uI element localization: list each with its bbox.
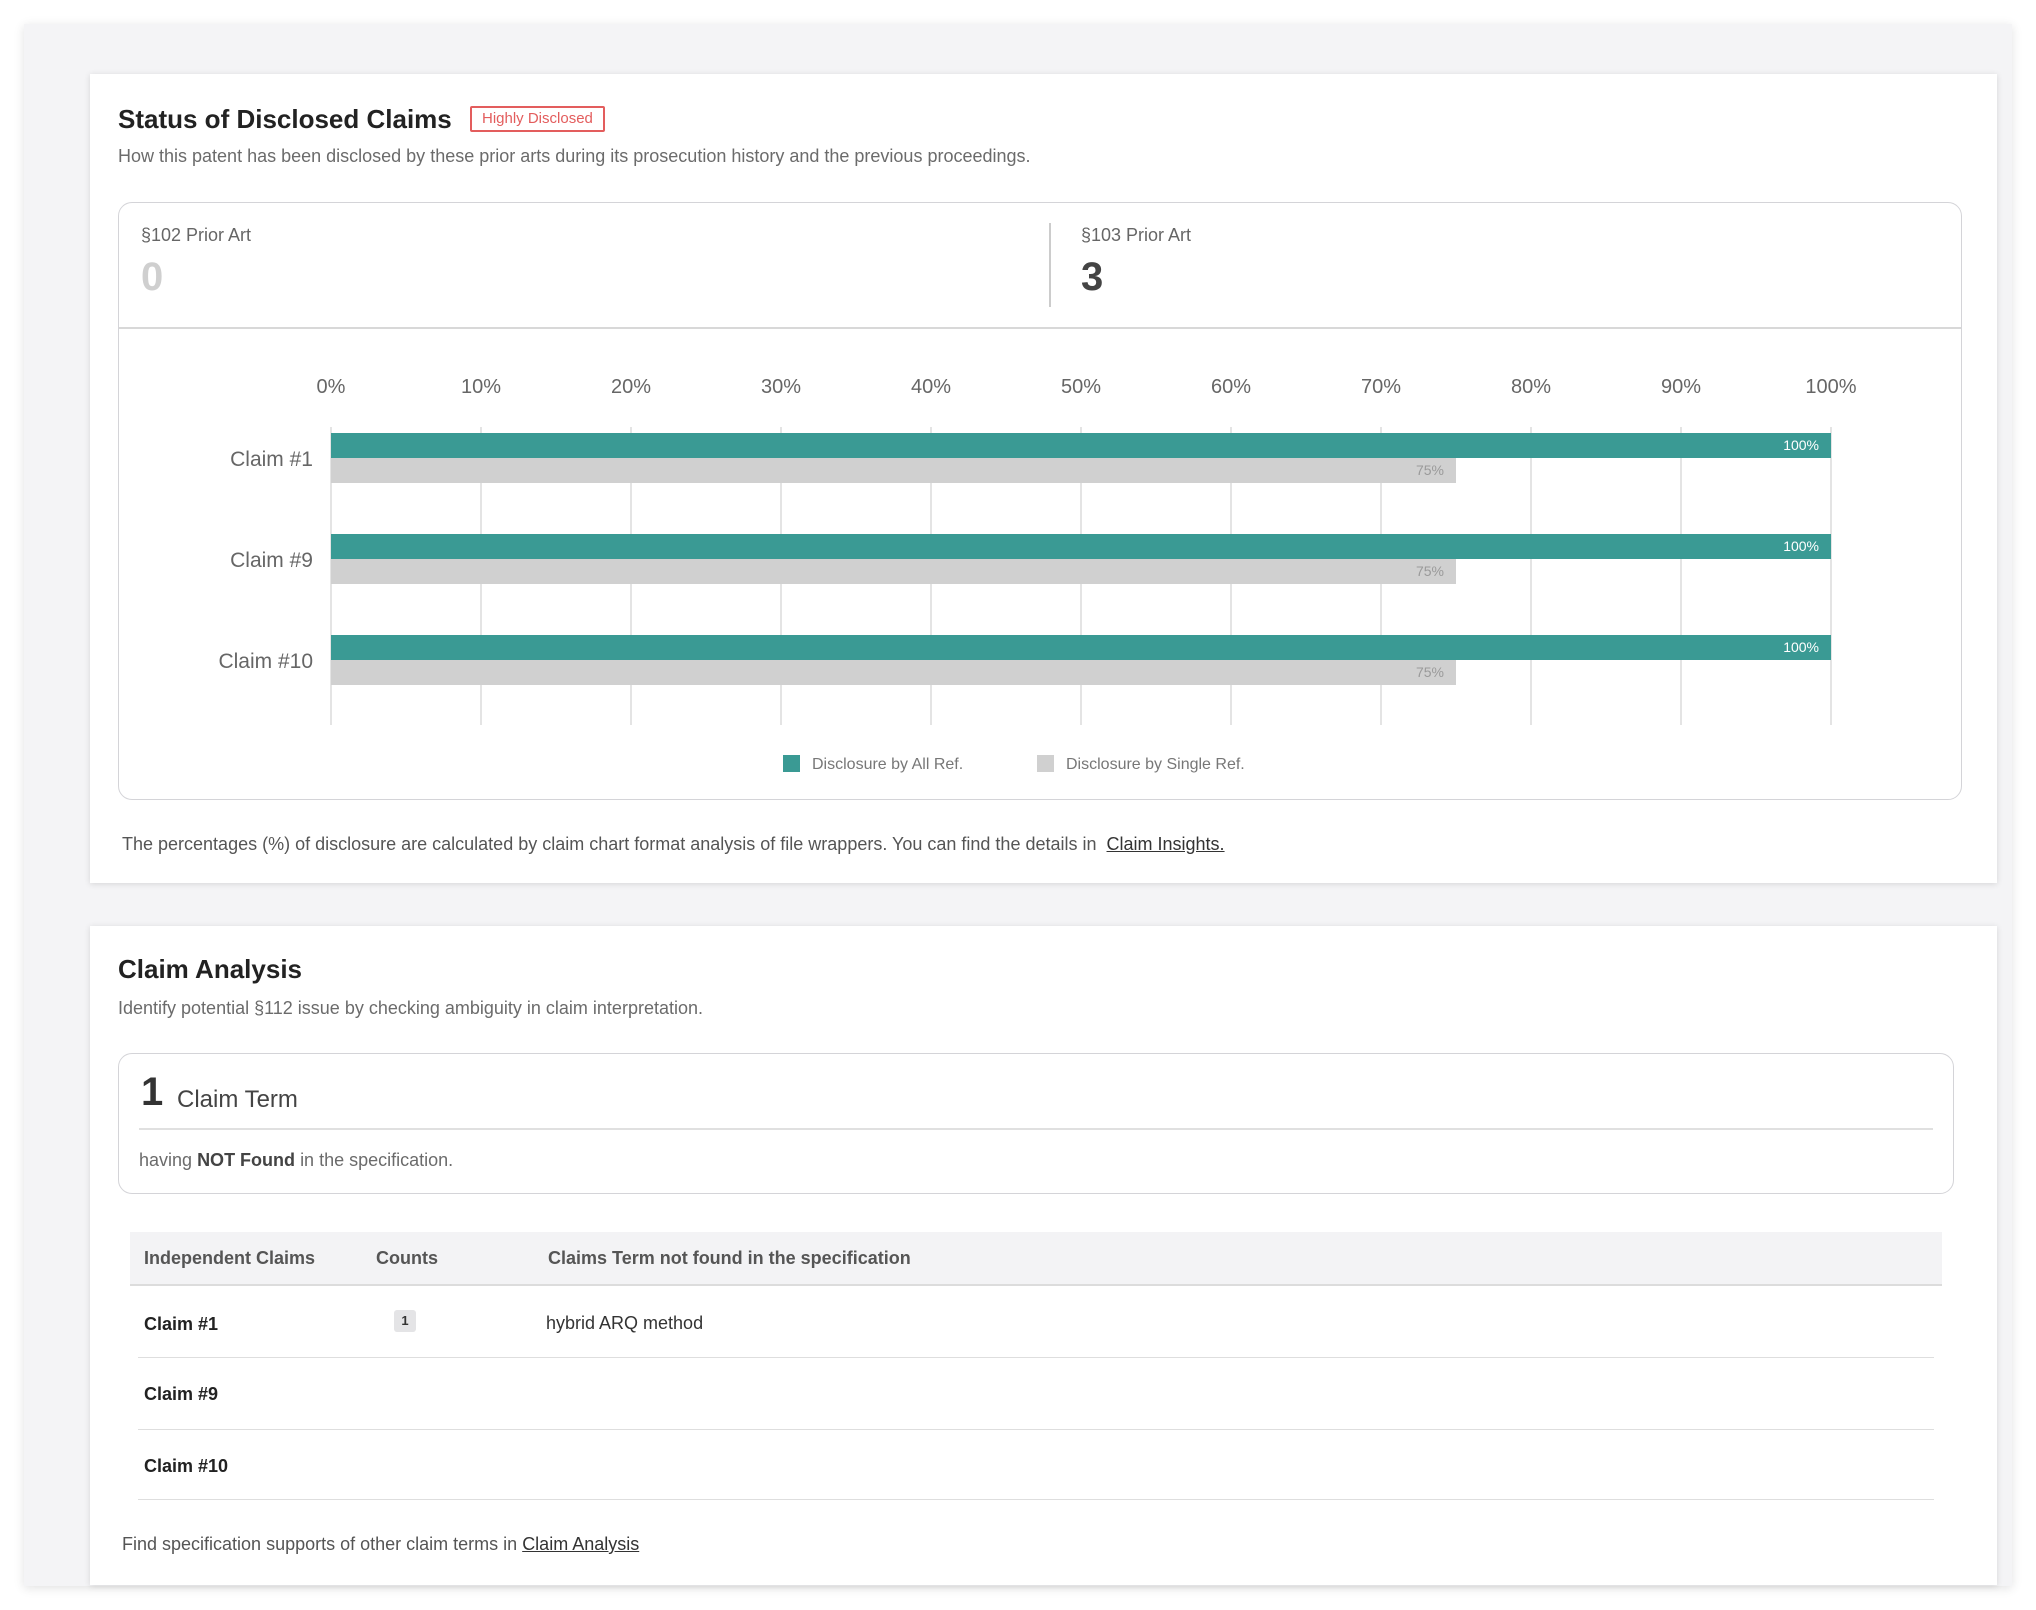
disclosure-footnote: The percentages (%) of disclosure are ca… [122, 834, 1225, 855]
disclosure-chart-panel: §102 Prior Art 0 §103 Prior Art 3 0% 10% 2… [118, 202, 1962, 800]
claim-term-count: 1 [141, 1070, 164, 1114]
stat-divider [1049, 223, 1051, 307]
footnote-text: The percentages (%) of disclosure are ca… [122, 834, 1097, 854]
claim-term-description: having NOT Found in the specification. [139, 1150, 453, 1171]
data-label: 75% [1416, 664, 1444, 680]
legend-label: Disclosure by All Ref. [812, 756, 963, 773]
bar [331, 660, 1456, 685]
category-label: Claim #1 [230, 448, 313, 471]
header-counts: Counts [376, 1248, 438, 1268]
header-claims-term: Claims Term not found in the specificati… [548, 1248, 911, 1268]
page-frame: Status of Disclosed Claims Highly Disclo… [24, 24, 2012, 1586]
x-tick-label: 50% [1061, 376, 1101, 398]
table-header: Independent Claims Counts Claims Term no… [130, 1232, 1942, 1286]
claim-term-summary: 1 Claim Term having NOT Found in the spe… [118, 1053, 1954, 1194]
card-subtitle: How this patent has been disclosed by th… [118, 146, 1031, 166]
claim-analysis-link[interactable]: Claim Analysis [522, 1534, 640, 1554]
count-badge: 1 [394, 1310, 416, 1332]
x-tick-label: 100% [1805, 376, 1856, 398]
x-tick-label: 60% [1211, 376, 1251, 398]
stat-separator [119, 327, 1961, 329]
disclosure-bar-chart: 0% 10% 20% 30% 40% 50% 60% 70% 80% 90% 100% Claim #… [218, 376, 1856, 773]
desc-suffix: in the specification. [300, 1150, 454, 1170]
footnote-text: Find specification supports of other cla… [122, 1534, 518, 1554]
table-row[interactable]: Claim #10 [138, 1430, 1934, 1500]
data-label: 75% [1416, 563, 1444, 579]
card-title: Status of Disclosed Claims [118, 104, 452, 134]
term-cell: hybrid ARQ method [546, 1313, 704, 1333]
desc-bold: NOT Found [197, 1150, 296, 1170]
desc-prefix: having [139, 1150, 193, 1170]
prior-art-103-value: 3 [1081, 255, 1104, 299]
category-label: Claim #9 [230, 549, 313, 572]
analysis-footnote: Find specification supports of other cla… [122, 1534, 639, 1555]
card-title: Claim Analysis [118, 954, 303, 984]
x-tick-label: 20% [611, 376, 651, 398]
card-subtitle: Identify potential §112 issue by checkin… [118, 998, 703, 1018]
data-label: 75% [1416, 462, 1444, 478]
x-tick-label: 90% [1661, 376, 1701, 398]
x-tick-label: 70% [1361, 376, 1401, 398]
prior-art-103-label: §103 Prior Art [1081, 225, 1192, 245]
table-row[interactable]: Claim #1 1 hybrid ARQ method [138, 1288, 1934, 1358]
prior-art-102-value: 0 [141, 255, 164, 299]
x-tick-label: 80% [1511, 376, 1551, 398]
x-tick-label: 10% [461, 376, 501, 398]
claim-term-label: Claim Term [177, 1086, 298, 1113]
x-tick-label: 40% [911, 376, 951, 398]
disclosed-claims-card: Status of Disclosed Claims Highly Disclo… [90, 74, 1997, 883]
claim-insights-link[interactable]: Claim Insights. [1106, 834, 1225, 854]
claim-cell: Claim #1 [144, 1314, 219, 1334]
bar [331, 534, 1831, 559]
x-tick-label: 0% [317, 376, 346, 398]
header-independent-claims: Independent Claims [144, 1248, 316, 1268]
table-row[interactable]: Claim #9 [138, 1358, 1934, 1430]
claim-analysis-card: Claim Analysis Identify potential §112 i… [90, 926, 1997, 1585]
bar [331, 635, 1831, 660]
legend-swatch [783, 755, 800, 772]
status-badge: Highly Disclosed [470, 106, 605, 132]
prior-art-102-label: §102 Prior Art [141, 225, 252, 245]
legend-label: Disclosure by Single Ref. [1066, 756, 1245, 773]
divider [139, 1128, 1933, 1130]
legend-swatch [1037, 755, 1054, 772]
claim-cell: Claim #9 [144, 1384, 219, 1404]
bar [331, 433, 1831, 458]
data-label: 100% [1783, 437, 1819, 453]
data-label: 100% [1783, 538, 1819, 554]
data-label: 100% [1783, 639, 1819, 655]
x-tick-label: 30% [761, 376, 801, 398]
category-label: Claim #10 [218, 650, 313, 673]
claim-cell: Claim #10 [144, 1456, 229, 1476]
bar [331, 559, 1456, 584]
bar [331, 458, 1456, 483]
